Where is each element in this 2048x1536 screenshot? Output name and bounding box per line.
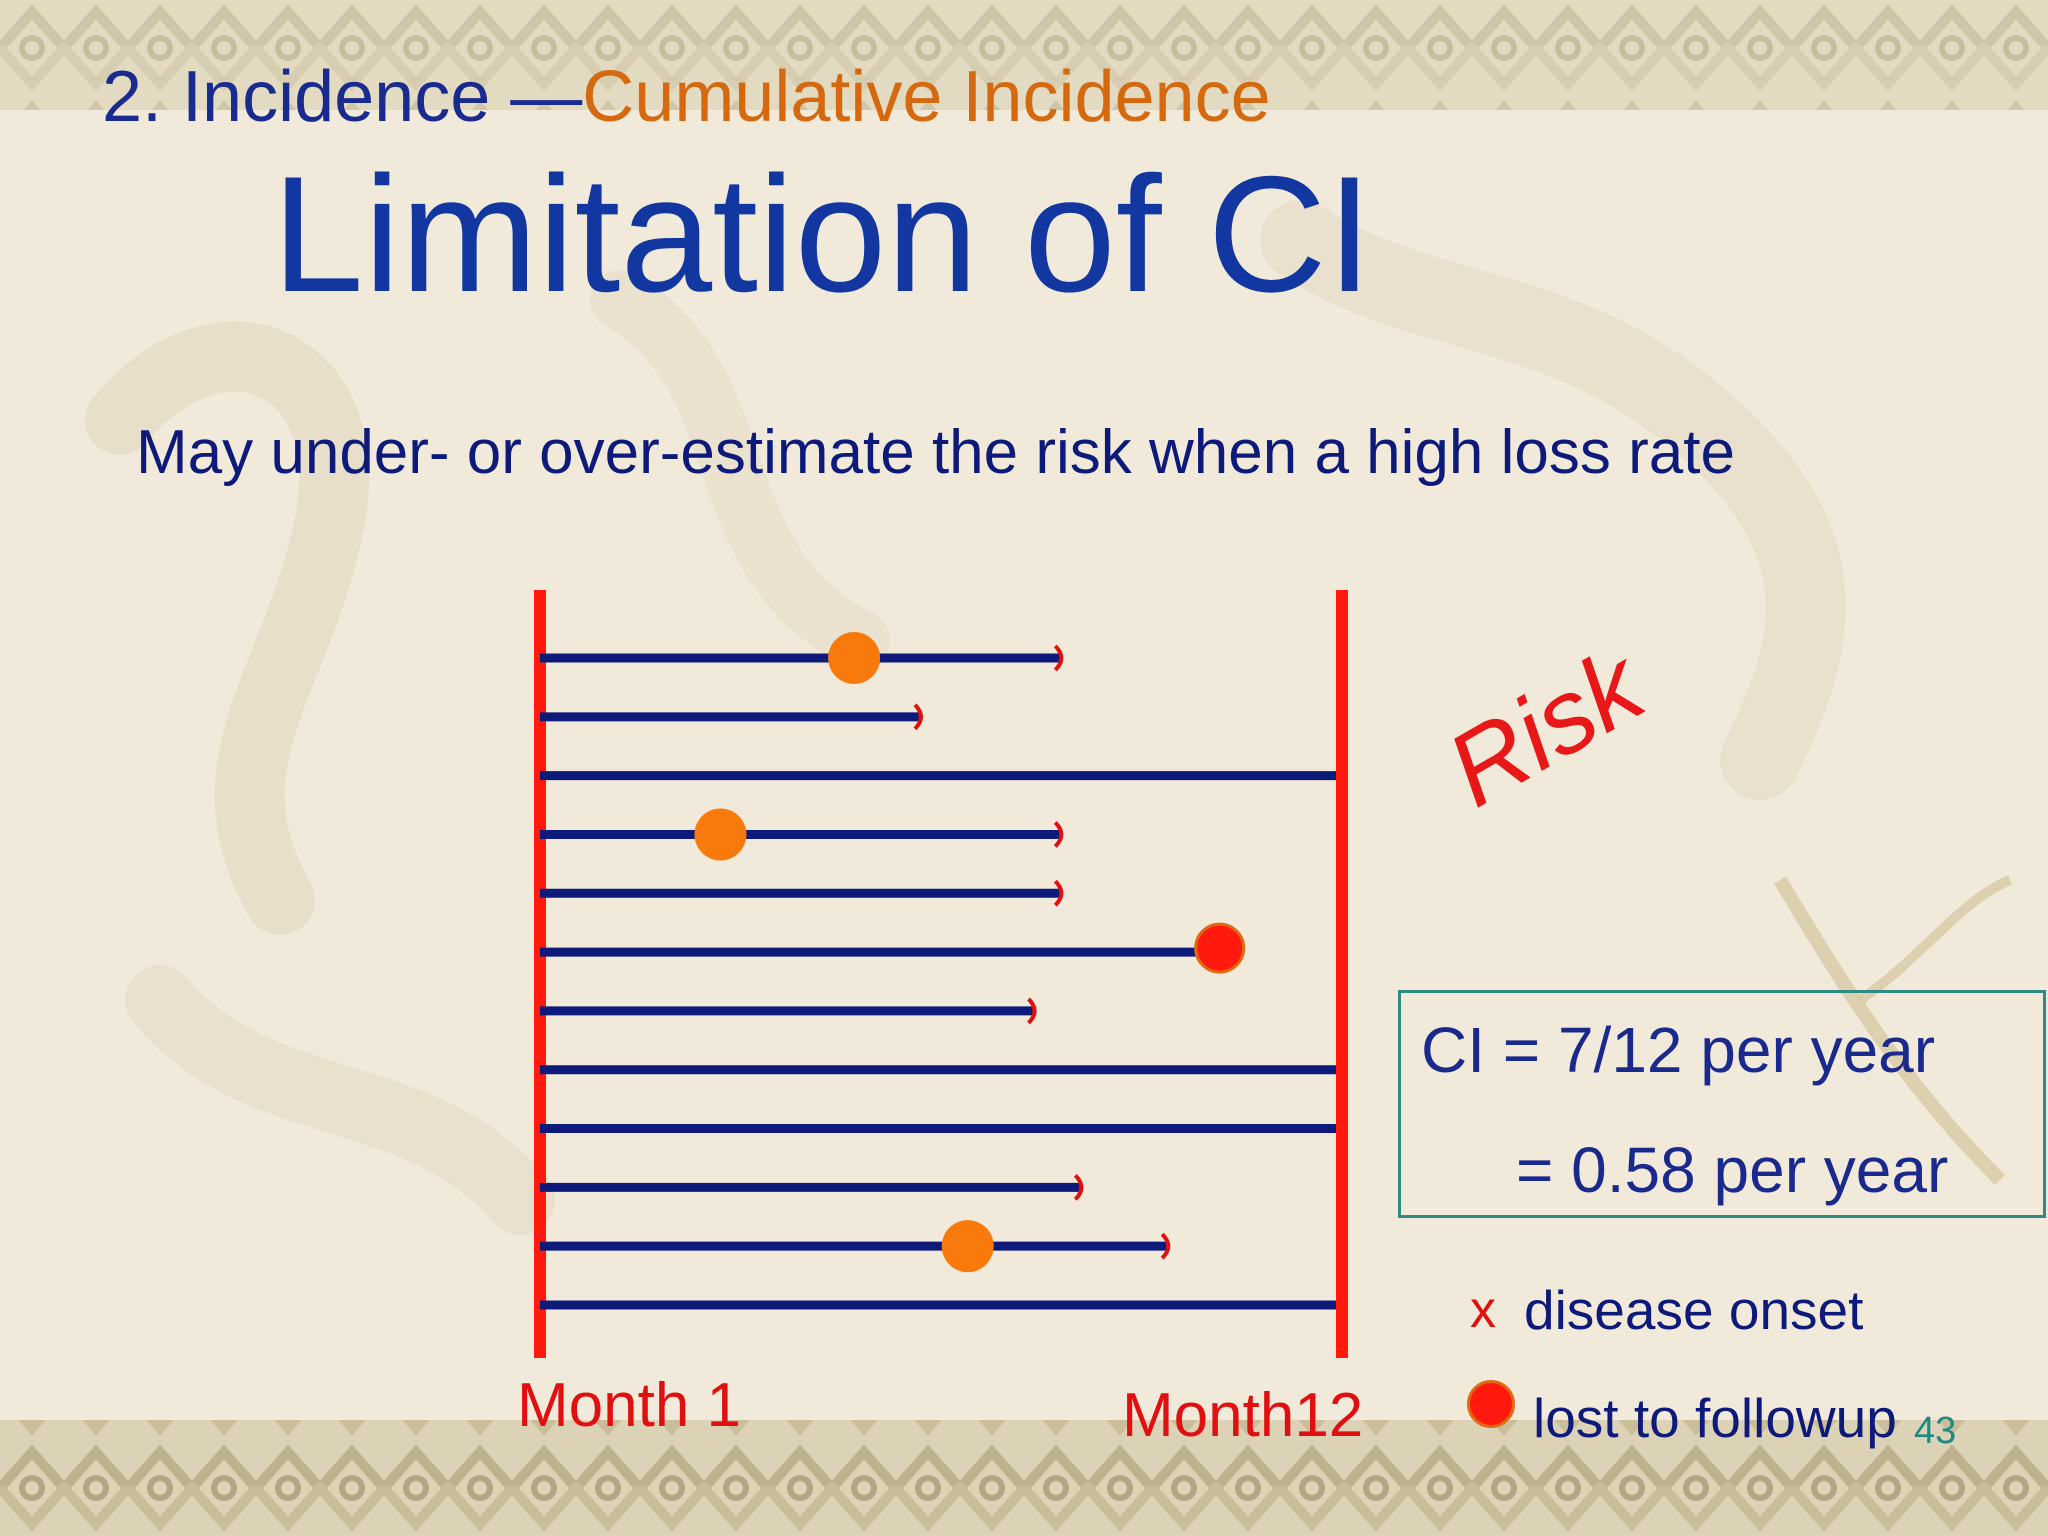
subject-lines xyxy=(540,632,1336,1310)
legend-lost-to-followup: lost to followup xyxy=(1467,1372,1897,1449)
month-12-label: Month12 xyxy=(1122,1381,1364,1450)
ci-formula-box: CI = 7/12 per year = 0.58 per year xyxy=(1398,990,2046,1218)
disease-onset-marker xyxy=(941,1220,994,1273)
lost-to-followup-dot-icon xyxy=(1467,1380,1515,1428)
section-heading-prefix: 2. Incidence — xyxy=(102,57,583,137)
lost-to-followup-marker xyxy=(1194,922,1246,974)
month-1-label: Month 1 xyxy=(517,1371,742,1440)
disease-onset-x-icon: x xyxy=(1470,1281,1496,1339)
section-heading-accent: Cumulative Incidence xyxy=(582,57,1271,137)
ci-formula-line-1: CI = 7/12 per year xyxy=(1421,1014,1936,1086)
legend-disease-label: disease onset xyxy=(1524,1279,1864,1341)
censor-tick-mark xyxy=(1053,644,1064,672)
section-heading: 2. Incidence —Cumulative Incidence xyxy=(102,56,1271,138)
slide-number: 43 xyxy=(1914,1410,1957,1452)
censor-tick-mark xyxy=(913,703,923,731)
slide-title: Limitation of CI xyxy=(272,142,1373,326)
disease-onset-marker xyxy=(694,808,747,861)
legend-disease-onset: x disease onset xyxy=(1470,1278,1863,1342)
censor-tick-mark xyxy=(1073,1173,1084,1201)
censor-tick-mark xyxy=(1053,879,1064,907)
slide-subtitle: May under- or over-estimate the risk whe… xyxy=(136,418,1735,487)
censor-tick-mark xyxy=(1160,1232,1171,1260)
ci-formula-line-2: = 0.58 per year xyxy=(1516,1134,1949,1206)
disease-onset-marker xyxy=(828,632,881,684)
censor-tick-mark xyxy=(1027,997,1037,1025)
legend-lost-label: lost to followup xyxy=(1533,1387,1897,1449)
censor-tick-mark xyxy=(1053,821,1064,848)
